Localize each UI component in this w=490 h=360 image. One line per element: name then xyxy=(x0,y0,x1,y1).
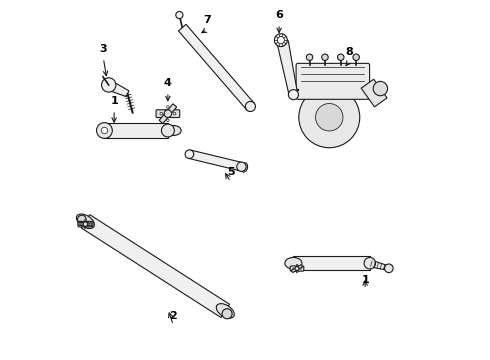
Circle shape xyxy=(289,90,298,100)
Polygon shape xyxy=(104,123,168,138)
Text: 1: 1 xyxy=(110,96,118,106)
Circle shape xyxy=(176,12,183,19)
Circle shape xyxy=(274,34,287,46)
Polygon shape xyxy=(369,260,390,270)
Circle shape xyxy=(97,123,112,138)
Ellipse shape xyxy=(216,303,234,318)
Polygon shape xyxy=(277,41,297,95)
Circle shape xyxy=(185,150,194,158)
Circle shape xyxy=(85,219,86,221)
Polygon shape xyxy=(79,222,92,226)
Text: 7: 7 xyxy=(203,15,211,25)
Circle shape xyxy=(83,222,88,226)
Polygon shape xyxy=(159,104,177,123)
Circle shape xyxy=(85,227,86,229)
Circle shape xyxy=(296,271,298,273)
FancyBboxPatch shape xyxy=(156,110,180,117)
Circle shape xyxy=(245,102,255,112)
Circle shape xyxy=(167,106,169,108)
Circle shape xyxy=(373,81,388,96)
Ellipse shape xyxy=(246,102,255,111)
Polygon shape xyxy=(178,24,254,110)
Text: 5: 5 xyxy=(227,167,235,177)
Circle shape xyxy=(293,268,294,269)
Circle shape xyxy=(353,54,359,60)
Circle shape xyxy=(299,87,360,148)
Text: 2: 2 xyxy=(170,311,177,321)
Circle shape xyxy=(296,264,298,266)
Text: 1: 1 xyxy=(361,275,369,285)
Circle shape xyxy=(338,54,344,60)
Ellipse shape xyxy=(166,126,181,135)
Circle shape xyxy=(160,112,163,115)
Circle shape xyxy=(173,112,176,115)
Circle shape xyxy=(295,266,299,271)
Circle shape xyxy=(222,309,232,319)
Circle shape xyxy=(101,127,108,134)
Circle shape xyxy=(89,223,90,225)
Text: 4: 4 xyxy=(164,78,172,88)
Circle shape xyxy=(77,215,86,224)
Polygon shape xyxy=(81,215,229,318)
FancyBboxPatch shape xyxy=(290,266,304,271)
Circle shape xyxy=(300,268,301,269)
Circle shape xyxy=(364,257,375,269)
Circle shape xyxy=(81,223,82,225)
Circle shape xyxy=(316,104,343,131)
Circle shape xyxy=(161,124,174,137)
Text: 3: 3 xyxy=(99,44,107,54)
FancyBboxPatch shape xyxy=(78,221,93,227)
Circle shape xyxy=(277,37,284,44)
Text: 6: 6 xyxy=(275,10,283,20)
Polygon shape xyxy=(361,79,387,107)
Circle shape xyxy=(322,54,328,60)
Ellipse shape xyxy=(76,214,95,229)
Circle shape xyxy=(385,264,393,273)
Text: 8: 8 xyxy=(345,48,353,57)
Polygon shape xyxy=(107,80,129,97)
Ellipse shape xyxy=(241,163,247,172)
Polygon shape xyxy=(189,150,243,171)
Circle shape xyxy=(164,110,171,117)
Polygon shape xyxy=(292,265,303,273)
Circle shape xyxy=(237,162,246,171)
Polygon shape xyxy=(294,256,370,270)
Ellipse shape xyxy=(285,257,302,269)
Circle shape xyxy=(167,119,169,122)
Circle shape xyxy=(101,78,116,92)
FancyBboxPatch shape xyxy=(296,63,369,99)
Circle shape xyxy=(306,54,313,60)
